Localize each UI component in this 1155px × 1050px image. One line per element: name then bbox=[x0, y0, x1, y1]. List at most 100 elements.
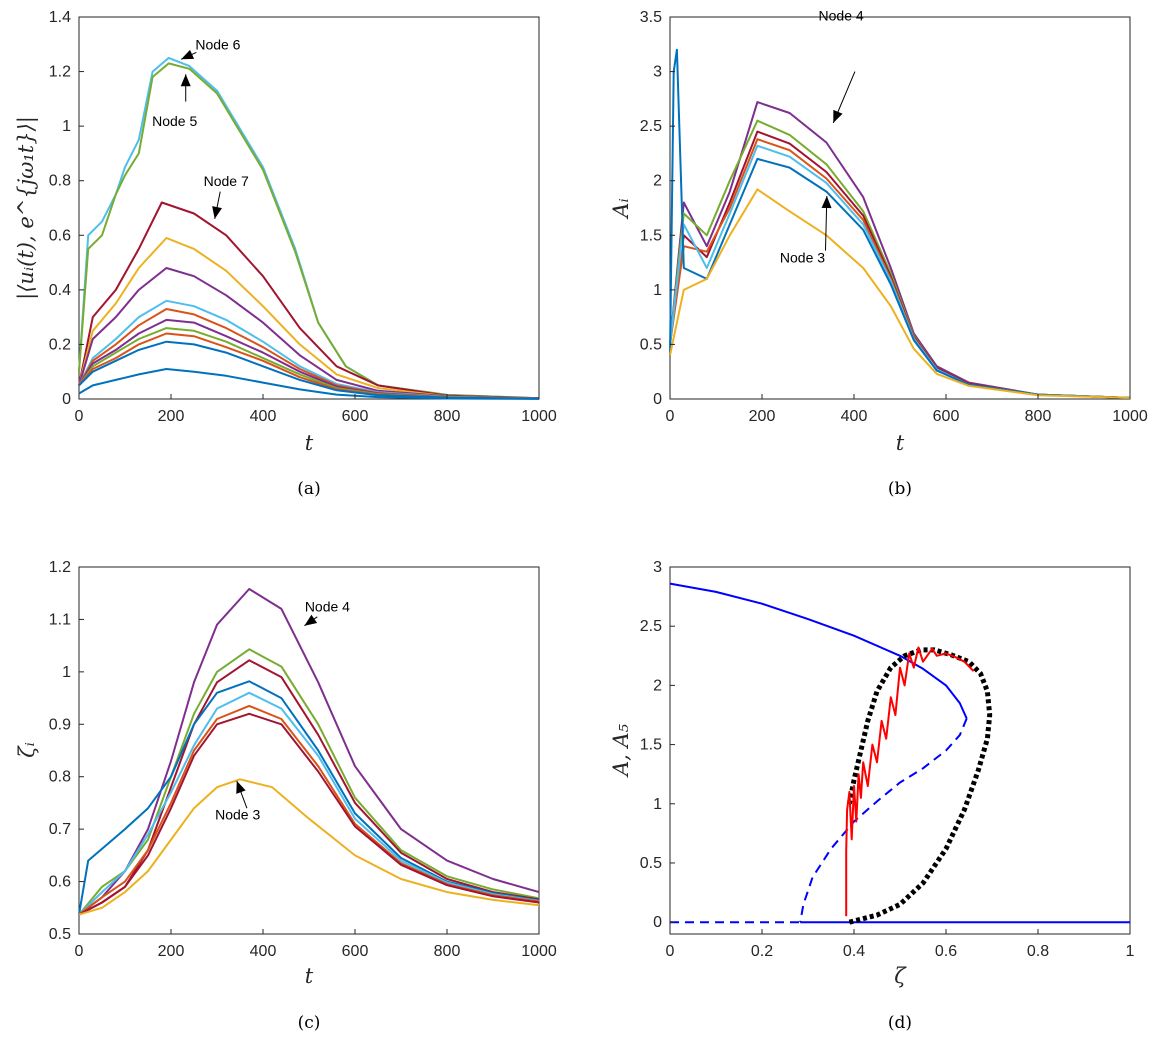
panel-c-x-label: t bbox=[305, 964, 314, 988]
panel-a-x-tick-label: 400 bbox=[250, 408, 277, 425]
panel-a-annotations: Node 6 Node 5 Node 7 bbox=[152, 37, 249, 220]
panel-a-y-tick-label: 0.2 bbox=[49, 336, 71, 353]
panel-b-y-tick-label: 0 bbox=[653, 391, 662, 408]
panel-a-annotation-arrowhead bbox=[212, 206, 222, 219]
panel-b-annotations: Node 4 Node 3 bbox=[780, 7, 864, 265]
panel-d-x-tick-label: 0.6 bbox=[935, 943, 957, 960]
panel-c-x-tick-label: 0 bbox=[75, 943, 84, 960]
panel-b-x-tick-label: 1000 bbox=[1112, 408, 1148, 425]
panel-a-y-tick-label: 0.8 bbox=[49, 173, 71, 190]
panel-d-caption: (d) bbox=[888, 1013, 912, 1033]
panel-b: Node 4 Node 3 0 200 400 600 800 1000 0 0.5 1 1.5 2 2… bbox=[609, 7, 1148, 499]
panel-c-annotation-label: Node 3 bbox=[215, 807, 260, 823]
panel-a-y-tick-label: 0.6 bbox=[49, 227, 71, 244]
panel-b-y-tick-label: 3.5 bbox=[640, 9, 662, 26]
panel-a-annotation-label: Node 6 bbox=[195, 37, 240, 53]
panel-d-y-tick-label: 0.5 bbox=[640, 855, 662, 872]
panel-d-series bbox=[669, 582, 1130, 925]
panel-c-axes: 0 200 400 600 800 1000 0.5 0.6 0.7 0.8 0.9 1 1.1 1.2 bbox=[49, 559, 557, 960]
panel-a-series-line-6 bbox=[78, 299, 540, 400]
panel-d-y-tick-label: 3 bbox=[653, 559, 662, 576]
panel-b-caption: (b) bbox=[888, 479, 912, 499]
panel-a-y-tick-label: 1 bbox=[62, 118, 71, 135]
panel-d-x-tick-label: 0.8 bbox=[1027, 943, 1049, 960]
panel-d-x-tick-label: 0.2 bbox=[751, 943, 773, 960]
panel-d-y-tick-label: 2 bbox=[653, 677, 662, 694]
panel-c-annotation-label: Node 4 bbox=[305, 599, 350, 615]
panel-a-y-tick-label: 0.4 bbox=[49, 282, 71, 299]
panel-b-y-tick-label: 1.5 bbox=[640, 227, 662, 244]
panel-a-x-label: t bbox=[305, 431, 314, 455]
panel-c-annotations: Node 4 Node 3 bbox=[215, 599, 350, 823]
panel-c-series-line-4 bbox=[78, 680, 540, 915]
panel-c-y-tick-label: 1 bbox=[62, 664, 71, 681]
panel-c-y-tick-label: 0.7 bbox=[49, 821, 71, 838]
panel-a-series bbox=[78, 56, 540, 400]
panel-d-axes: 0 0.2 0.4 0.6 0.8 1 0 0.5 1 1.5 2 2.5 3 bbox=[640, 559, 1135, 960]
panel-d-x-tick-label: 0 bbox=[666, 943, 675, 960]
panel-b-series-line-2 bbox=[669, 119, 1131, 399]
panel-d-y-tick-label: 0 bbox=[653, 914, 662, 931]
panel-b-x-tick-label: 400 bbox=[841, 408, 868, 425]
panel-b-series bbox=[669, 48, 1131, 399]
panel-a: Node 6 Node 5 Node 7 0 200 400 600 800 1000 0 0.2… bbox=[14, 9, 557, 499]
panel-b-y-tick-label: 2 bbox=[653, 173, 662, 190]
panel-c-frame bbox=[78, 566, 540, 935]
panel-a-x-tick-label: 200 bbox=[158, 408, 185, 425]
panel-c-annotation-arrowhead bbox=[304, 614, 318, 626]
panel-c-series bbox=[78, 588, 540, 916]
panel-c-x-tick-label: 400 bbox=[250, 943, 277, 960]
panel-a-series-line-12 bbox=[78, 368, 540, 400]
panel-b-x-tick-label: 200 bbox=[749, 408, 776, 425]
panel-a-y-tick-label: 0 bbox=[62, 391, 71, 408]
panel-a-x-tick-label: 800 bbox=[434, 408, 461, 425]
panel-a-y-label: |⟨uᵢ(t), e^{jω₁t}⟩| bbox=[14, 116, 39, 300]
panel-a-annotation-label: Node 7 bbox=[204, 173, 249, 189]
panel-b-annotation-arrowhead bbox=[821, 195, 832, 209]
panel-c-annotation-arrowhead bbox=[236, 780, 246, 794]
panel-c-series-line-8 bbox=[78, 778, 540, 916]
panel-a-x-tick-label: 1000 bbox=[521, 408, 557, 425]
panel-a-series-line-3 bbox=[78, 201, 540, 400]
panel-d-frame bbox=[669, 566, 1131, 935]
panel-b-axes: 0 200 400 600 800 1000 0 0.5 1 1.5 2 2.5 3 3.5 bbox=[640, 9, 1148, 425]
panel-a-caption: (a) bbox=[297, 479, 320, 499]
panel-b-annotation-arrowhead bbox=[833, 109, 843, 123]
panel-b-x-tick-label: 0 bbox=[666, 408, 675, 425]
panel-a-x-tick-label: 0 bbox=[75, 408, 84, 425]
panel-a-frame bbox=[78, 16, 540, 400]
panel-c-y-tick-label: 0.5 bbox=[49, 926, 71, 943]
panel-b-y-label: Aᵢ bbox=[609, 198, 633, 219]
panel-a-annotation-arrowhead bbox=[181, 49, 195, 60]
panel-d-series-line-1 bbox=[669, 582, 968, 719]
panel-c-series-line-2 bbox=[78, 648, 540, 916]
panel-a-annotation-arrowhead bbox=[180, 74, 191, 87]
panel-d-y-tick-label: 1.5 bbox=[640, 737, 662, 754]
panel-a-series-line-8 bbox=[78, 318, 540, 400]
panel-c-y-tick-label: 0.6 bbox=[49, 874, 71, 891]
panel-d-x-label: ζ bbox=[894, 964, 907, 988]
panel-b-y-tick-label: 3 bbox=[653, 64, 662, 81]
panel-b-annotation-label: Node 3 bbox=[780, 250, 825, 266]
panel-c-series-line-7 bbox=[78, 712, 540, 916]
panel-a-annotation-label: Node 5 bbox=[152, 113, 197, 129]
panel-a-axes: 0 200 400 600 800 1000 0 0.2 0.4 0.6 0.8 1 1.2 1.4 bbox=[49, 9, 557, 425]
panel-a-series-line-11 bbox=[78, 340, 540, 400]
panel-a-y-tick-label: 1.4 bbox=[49, 9, 71, 26]
panel-a-x-tick-label: 600 bbox=[342, 408, 369, 425]
panel-d-series-line-2 bbox=[799, 718, 968, 923]
panel-b-y-tick-label: 2.5 bbox=[640, 118, 662, 135]
panel-c-series-line-5 bbox=[78, 691, 540, 916]
panel-c-x-tick-label: 800 bbox=[434, 943, 461, 960]
panel-b-x-tick-label: 800 bbox=[1025, 408, 1052, 425]
panel-d-series-line-5 bbox=[846, 647, 993, 925]
panel-d-y-label: A, A₅ bbox=[609, 723, 633, 778]
panel-c-y-tick-label: 0.9 bbox=[49, 716, 71, 733]
panel-a-series-line-5 bbox=[78, 267, 540, 400]
panel-c-x-tick-label: 200 bbox=[158, 943, 185, 960]
panel-c-series-line-1 bbox=[78, 588, 540, 916]
panel-b-y-tick-label: 0.5 bbox=[640, 336, 662, 353]
panel-a-series-line-4 bbox=[78, 237, 540, 400]
